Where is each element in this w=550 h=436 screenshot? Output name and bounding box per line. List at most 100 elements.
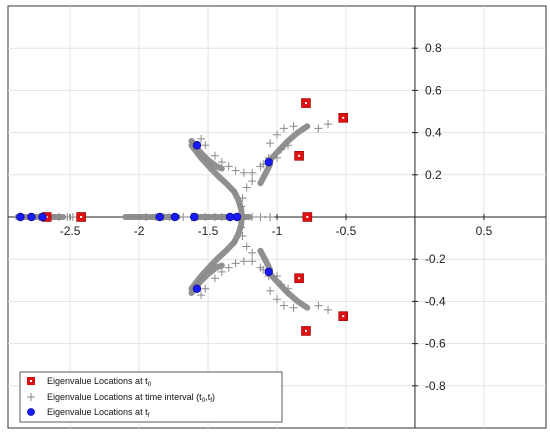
plus-marker-57	[201, 213, 210, 221]
circle-marker-5	[155, 212, 164, 222]
legend-circle-marker	[27, 408, 35, 416]
plus-marker-62	[266, 213, 275, 221]
square-marker-6	[294, 273, 304, 283]
plus-marker-64	[238, 194, 247, 203]
y-tick-label-7: -0.8	[425, 379, 446, 393]
square-marker-1	[338, 113, 349, 123]
plus-marker-29	[248, 257, 257, 266]
plus-marker-19	[242, 183, 251, 192]
trace-band-7	[257, 247, 274, 273]
circle-marker-8	[225, 212, 235, 222]
square-marker-dot-0	[304, 102, 307, 105]
plus-marker-18	[248, 177, 257, 186]
legend-square-marker-inner	[30, 380, 32, 382]
square-marker-0	[301, 98, 311, 108]
plus-marker-25	[217, 267, 226, 276]
circle-marker-7	[190, 212, 199, 222]
circle-marker-3	[27, 212, 36, 222]
circle-marker-4	[38, 212, 47, 222]
square-marker-4	[76, 212, 86, 222]
legend-plus-marker	[27, 393, 35, 401]
legend-label-t0: Eigenvalue Locations at t0	[47, 376, 152, 388]
plus-marker-33	[273, 295, 281, 304]
circle-marker-2	[16, 212, 25, 222]
legend-label-interval: Eigenvalue Locations at time interval (t…	[47, 392, 215, 404]
legend-box	[19, 371, 283, 423]
y-tick-label-6: -0.6	[425, 337, 446, 351]
series-tf-markers	[16, 141, 273, 293]
x-tick-label-0: -2.5	[60, 224, 81, 238]
plus-marker-28	[239, 257, 248, 266]
legend-label-tf: Eigenvalue Locations at tf	[47, 407, 150, 419]
y-tick-label-2: 0.4	[425, 126, 442, 140]
y-tick-label-4: -0.2	[425, 252, 446, 266]
trace-band-0	[188, 142, 238, 195]
square-marker-dot-1	[342, 116, 345, 119]
x-tick-label-5: 0.5	[476, 224, 493, 238]
plus-marker-16	[273, 153, 281, 162]
plus-marker-7	[248, 168, 257, 177]
square-marker-dot-7	[304, 329, 307, 332]
plus-marker-42	[277, 280, 286, 289]
square-marker-dot-3	[306, 216, 309, 218]
plus-marker-3	[217, 158, 226, 167]
circle-marker-10	[192, 284, 202, 293]
plus-marker-12	[279, 124, 288, 133]
plus-marker-26	[224, 263, 233, 272]
trace-band-3	[188, 239, 238, 292]
plus-marker-13	[289, 122, 298, 131]
plus-marker-35	[289, 303, 298, 312]
plus-marker-60	[248, 213, 257, 221]
plus-marker-54	[179, 213, 188, 221]
plus-marker-15	[314, 124, 323, 133]
circle-marker-11	[264, 267, 273, 277]
circle-marker-6	[170, 212, 180, 222]
plus-marker-61	[256, 213, 265, 221]
tick-labels: -2.5 -2 -1.5 -1 -0.5 0.5 0.8 0.6 0.4 0.2 -0.2 -0.4 -…	[60, 41, 493, 393]
plus-marker-20	[277, 145, 286, 154]
x-tick-label-2: -1.5	[198, 224, 219, 238]
square-marker-7	[301, 326, 311, 336]
square-marker-2	[294, 151, 304, 161]
square-marker-3	[302, 212, 313, 222]
plus-marker-23	[201, 284, 210, 293]
y-tick-label-1: 0.6	[425, 83, 442, 97]
plus-marker-4	[224, 162, 233, 171]
legend-entry-t0: Eigenvalue Locations at t0	[27, 376, 152, 388]
trace-band-8	[267, 271, 311, 311]
legend: Eigenvalue Locations at t0 Eigenvalue Lo…	[19, 371, 283, 423]
plus-marker-21	[284, 141, 293, 150]
trace-band-6	[267, 123, 311, 163]
y-tick-label-5: -0.4	[425, 294, 446, 308]
square-marker-8	[338, 311, 349, 321]
y-tick-label-0: 0.8	[425, 41, 442, 55]
plus-marker-34	[279, 301, 288, 310]
plus-marker-5	[231, 166, 240, 175]
square-marker-dot-6	[298, 277, 301, 280]
trace-band-5	[257, 161, 274, 187]
plus-marker-38	[273, 272, 281, 281]
legend-entry-tf: Eigenvalue Locations at tf	[27, 407, 150, 419]
square-marker-dot-8	[342, 315, 345, 318]
plus-marker-37	[314, 301, 323, 310]
plus-marker-41	[242, 242, 251, 251]
plus-marker-66	[238, 231, 247, 240]
plus-marker-27	[231, 259, 240, 268]
plus-marker-49	[68, 213, 77, 221]
circle-marker-0	[192, 141, 202, 150]
plus-marker-43	[284, 284, 293, 293]
plus-marker-6	[239, 168, 248, 177]
circle-marker-9	[232, 212, 242, 222]
plus-marker-59	[217, 213, 226, 221]
circle-marker-1	[264, 157, 273, 167]
plus-marker-32	[266, 286, 275, 295]
plus-marker-22	[197, 291, 206, 300]
x-tick-label-3: -1	[272, 224, 283, 238]
plus-marker-1	[201, 141, 210, 150]
plus-marker-36	[324, 305, 333, 314]
plus-marker-24	[210, 274, 219, 283]
plus-marker-63	[237, 202, 246, 211]
legend-entry-interval: Eigenvalue Locations at time interval (t…	[27, 392, 215, 404]
